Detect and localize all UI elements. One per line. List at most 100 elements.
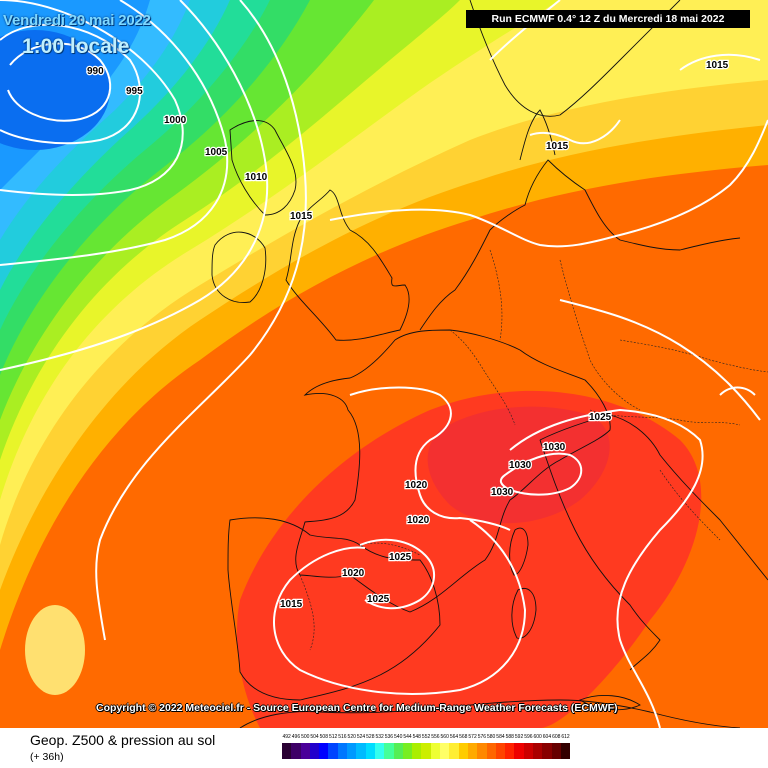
legend-swatch — [319, 743, 329, 759]
legend-swatch — [430, 743, 441, 759]
legend-tick-label: 528 — [366, 734, 375, 740]
isobar-1015-west — [95, 0, 307, 641]
coast-scandinavia — [469, 0, 681, 117]
legend-tick-label: 508 — [319, 734, 328, 740]
legend-swatch — [393, 743, 403, 759]
coast-scotland — [229, 120, 297, 216]
legend-tick-label: 608 — [552, 734, 561, 740]
coast-sardinia — [511, 588, 537, 639]
legend-tick-label: 536 — [384, 734, 394, 740]
isobar-1000 — [0, 0, 184, 196]
legend-swatch — [337, 743, 348, 759]
isobar-label-1015-ireland: 1015 — [290, 211, 313, 222]
legend-swatch — [421, 743, 431, 759]
legend-swatch — [505, 743, 515, 759]
country-borders — [299, 249, 768, 651]
legend-tick-label: 576 — [477, 734, 487, 740]
coast-denmark — [519, 109, 556, 161]
legend-swatch — [551, 743, 561, 759]
legend-tick-label: 552 — [421, 734, 431, 740]
isobar-1025-east — [719, 386, 756, 396]
coast-corsica — [509, 527, 529, 576]
coast-north-sea-baltic — [419, 159, 741, 331]
isobar-label-990: 990 — [87, 66, 104, 77]
isobar-label-1030-gulf: 1030 — [509, 460, 532, 471]
legend-tick-label: 516 — [338, 734, 347, 740]
legend-tick-label: 584 — [496, 734, 505, 740]
isobar-1015-baltic — [679, 53, 761, 71]
legend-swatch — [309, 743, 320, 759]
coast-ireland — [211, 231, 267, 303]
border-france-germany — [449, 329, 516, 426]
legend-tick-label: 492 — [282, 734, 291, 740]
legend-tick-label: 580 — [487, 734, 496, 740]
legend-tick-label: 592 — [514, 734, 524, 740]
legend-tick-label: 612 — [561, 734, 570, 740]
isobar-label-1010: 1010 — [245, 172, 268, 183]
legend-swatch — [486, 743, 496, 759]
border-czech-slovakia — [619, 339, 768, 373]
legend-swatch — [523, 743, 534, 759]
isobar-label-1025-alps: 1025 — [589, 412, 612, 423]
legend-swatch — [533, 743, 543, 759]
legend-swatch — [440, 743, 450, 759]
legend-tick-label: 504 — [310, 734, 319, 740]
isobar-1020-iberia — [273, 519, 527, 695]
legend-tick-label: 560 — [440, 734, 449, 740]
coast-great-britain — [285, 189, 410, 341]
isobar-label-1025-pyrenees: 1025 — [389, 552, 412, 563]
legend-swatch — [467, 743, 478, 759]
legend-swatch — [477, 743, 487, 759]
isobar-label-1020-spain: 1020 — [342, 568, 365, 579]
isobar-label-1025-spain: 1025 — [367, 594, 390, 605]
legend-tick-label: 564 — [449, 734, 459, 740]
legend-tick-label: 572 — [468, 734, 477, 740]
legend-tick-label: 524 — [356, 734, 366, 740]
isobar-1015-north — [329, 119, 768, 248]
chart-title: Geop. Z500 & pression au sol — [30, 732, 216, 748]
isobar-1025-iberia — [359, 538, 435, 610]
legend-swatch — [365, 743, 375, 759]
isobar-1010 — [0, 0, 269, 371]
model-run-banner: Run ECMWF 0.4° 12 Z du Mercredi 18 mai 2… — [466, 10, 750, 28]
isobar-label-1015-denmark: 1015 — [546, 141, 569, 152]
legend-tick-label: 500 — [301, 734, 310, 740]
isobar-990 — [7, 42, 112, 122]
legend-tick-label: 568 — [459, 734, 468, 740]
isobar-1025-alps — [509, 408, 704, 728]
isobar-1030 — [499, 452, 583, 496]
isobars — [0, 0, 768, 728]
isobar-label-1005: 1005 — [205, 147, 228, 158]
legend-tick-label: 548 — [412, 734, 421, 740]
coast-italy-east — [539, 414, 768, 581]
legend-swatch — [374, 743, 385, 759]
border-netherlands-germany — [489, 249, 503, 341]
legend-swatch — [458, 743, 468, 759]
isobar-label-1030-corsica: 1030 — [491, 487, 514, 498]
legend-swatch — [347, 743, 357, 759]
forecast-date: Vendredi 20 mai 2022 — [3, 12, 151, 29]
isobar-label-1015-spain: 1015 — [280, 599, 303, 610]
isobar-1005 — [0, 0, 229, 266]
legend-tick-label: 520 — [347, 734, 356, 740]
isobar-1020-central — [559, 299, 761, 421]
legend-swatch — [449, 743, 459, 759]
legend-tick-labels: 492 496 500 504 508 512 516 520 524 528 532 536 540 5… — [282, 734, 570, 740]
coast-france — [295, 329, 611, 613]
border-balkans — [659, 469, 721, 541]
border-austria-hungary — [589, 409, 741, 426]
coast-italy-west — [539, 439, 661, 671]
copyright-notice: Copyright © 2022 Meteociel.fr - Source E… — [96, 702, 618, 714]
isobar-label-1020-france: 1020 — [405, 480, 428, 491]
isobar-label-1020-south-france: 1020 — [407, 515, 430, 526]
legend-swatch — [356, 743, 366, 759]
coast-iberia — [227, 517, 441, 701]
legend-tick-label: 556 — [431, 734, 440, 740]
border-germany-poland-czech — [559, 259, 641, 411]
legend-color-bar — [282, 743, 571, 759]
coast-sicily — [578, 695, 641, 711]
legend-tick-label: 544 — [403, 734, 412, 740]
isobar-label-1015-baltic: 1015 — [706, 60, 729, 71]
color-legend: 492 496 500 504 508 512 516 520 524 528 532 536 540 5… — [282, 734, 571, 759]
isobar-995 — [0, 23, 141, 145]
